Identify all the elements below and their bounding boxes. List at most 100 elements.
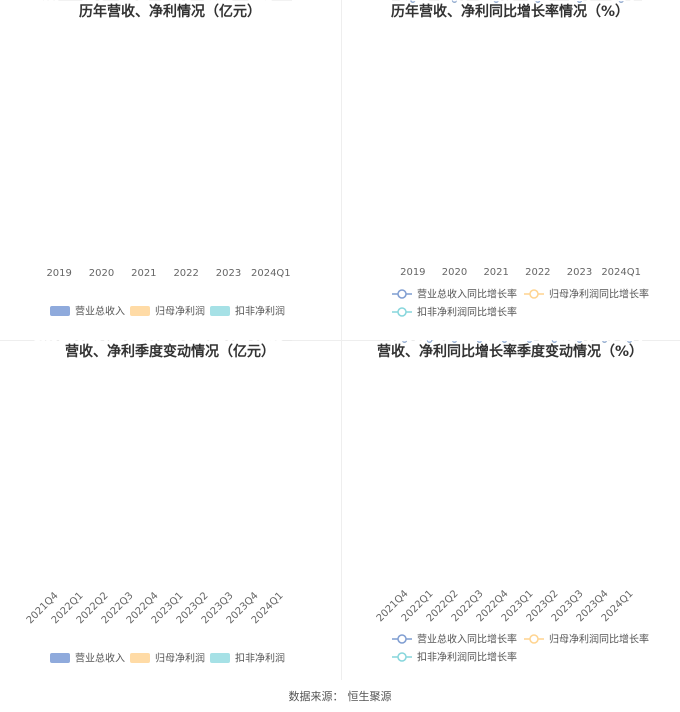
annual-growth-rate-svg: 历年营收、净利同比增长率情况（%） -600-400-2000200400 2019… (363, 0, 649, 319)
data-point (451, 340, 458, 343)
data-label: 2.66 (135, 340, 159, 343)
y-tick-label: 2 (30, 340, 36, 343)
y-tick-label: -200 (363, 0, 386, 3)
y-tick-label: -400 (363, 0, 386, 3)
data-point (401, 340, 408, 343)
legend-label: 扣非净利润同比增长率 (417, 651, 517, 664)
x-tick-label: 2024Q1 (251, 268, 291, 279)
data-point (410, 0, 416, 3)
data-label: -13.79 (488, 340, 520, 343)
y-tick-label: 0 (30, 340, 36, 343)
y-tick-label: -100 (363, 340, 386, 343)
y-tick-label: 8 (26, 0, 32, 3)
data-label: 151.46 (479, 0, 514, 3)
y-tick-label: 300 (367, 340, 386, 343)
y-tick-label: 0.5 (20, 340, 36, 343)
data-point (451, 0, 458, 3)
x-tick-label: 2019 (400, 267, 425, 278)
y-tick-label: -200 (363, 340, 386, 343)
legend-label: 扣非净利润 (235, 652, 285, 665)
x-tick-label: 2021 (131, 268, 156, 279)
legend-marker (529, 634, 539, 644)
data-point (576, 0, 583, 3)
legend-label: 扣非净利润 (235, 305, 285, 318)
data-label: 10.16 (540, 340, 569, 343)
y-tick-label: 1.5 (20, 340, 36, 343)
data-point (426, 340, 433, 343)
data-label: 0.94 (568, 0, 590, 3)
data-label: 23.77 (440, 0, 469, 3)
y-tick-label: 200 (367, 0, 386, 3)
data-label: -5.74 (617, 340, 643, 343)
data-label: -5.70 (567, 340, 593, 343)
data-point (626, 340, 633, 343)
y-tick-label: -0.5 (16, 340, 36, 343)
y-tick-label: 3 (30, 340, 36, 343)
x-tick-label: 2022 (173, 268, 198, 279)
data-point (576, 340, 583, 343)
data-label: 3.13 (185, 340, 208, 343)
data-label: -28.26 (463, 340, 495, 343)
y-tick-label: 200 (367, 340, 386, 343)
panel-divider-horizontal (0, 340, 680, 341)
y-tick-label: -300 (363, 340, 386, 343)
data-label: -2.74 (517, 340, 543, 343)
legend-label: 归母净利润同比增长率 (549, 288, 649, 301)
legend-marker (397, 652, 407, 662)
data-label: 2.35 (260, 340, 283, 343)
quarterly-revenue-profit-svg: 营收、净利季度变动情况（亿元）-0.500.511.522.533.52021Q… (16, 340, 292, 665)
data-label: 2.35 (249, 0, 272, 3)
annual-revenue-profit-chart: 历年营收、净利情况（亿元）-20246810122019202020212022… (0, 0, 340, 340)
data-source-footer: 数据来源： 恒生聚源 (0, 688, 680, 704)
legend-label: 营业总收入 (75, 305, 125, 318)
legend-marker (529, 289, 539, 299)
y-tick-label: -600 (363, 0, 386, 3)
y-tick-label: 0 (26, 0, 32, 3)
x-tick-label: 2020 (442, 267, 467, 278)
y-tick-label: 10 (19, 0, 32, 3)
data-point (501, 340, 508, 343)
data-point (551, 340, 558, 343)
quarterly-growth-rate-chart: 营收、净利同比增长率季度变动情况（%）-400-300-200-10001002… (340, 340, 680, 680)
chart-title: 营收、净利同比增长率季度变动情况（%） (377, 343, 643, 360)
x-tick-label: 2022 (525, 267, 550, 278)
y-tick-label: 2 (26, 0, 32, 3)
legend-label: 营业总收入同比增长率 (417, 288, 517, 301)
x-tick-label: 2019 (46, 268, 71, 279)
data-label: 4.54 (80, 0, 104, 3)
data-point (535, 0, 541, 3)
data-label: 2.84 (85, 340, 109, 343)
y-tick-label: -2 (22, 0, 32, 3)
chart-title: 历年营收、净利同比增长率情况（%） (391, 3, 629, 20)
legend-swatch (130, 653, 150, 663)
data-point (493, 0, 499, 3)
legend-swatch (210, 306, 230, 316)
x-tick-label: 2020 (89, 268, 114, 279)
data-label: 1.38 (593, 340, 615, 343)
data-point (618, 0, 624, 3)
data-label: 2.56 (60, 340, 84, 343)
y-tick-label: 0 (380, 340, 386, 343)
y-tick-label: 12 (19, 0, 32, 3)
legend-marker (397, 307, 407, 317)
legend-label: 归母净利润 (155, 652, 205, 665)
y-tick-label: 6 (26, 0, 32, 3)
annual-growth-rate-chart: 历年营收、净利同比增长率情况（%）-600-400-20002004002019… (340, 0, 680, 340)
x-tick-label: 2023 (567, 267, 592, 278)
y-tick-label: 0 (380, 0, 386, 3)
legend-label: 营业总收入 (75, 652, 125, 665)
data-label: -1.25 (442, 340, 468, 343)
y-tick-label: 3.5 (20, 340, 36, 343)
chart-title: 历年营收、净利情况（亿元） (79, 3, 261, 20)
data-label: -5.59 (525, 0, 551, 3)
y-tick-label: -400 (363, 340, 386, 343)
quarterly-revenue-profit-chart: 营收、净利季度变动情况（亿元）-0.500.511.522.533.52021Q… (0, 340, 340, 680)
legend-marker (397, 289, 407, 299)
y-tick-label: 1 (30, 340, 36, 343)
x-tick-label: 2023 (216, 268, 241, 279)
y-tick-label: 400 (367, 0, 386, 3)
y-tick-label: 100 (367, 340, 386, 343)
data-label: 72.54 (390, 340, 419, 343)
x-tick-label: 2024Q1 (601, 267, 641, 278)
data-label: 11.42 (119, 0, 149, 3)
